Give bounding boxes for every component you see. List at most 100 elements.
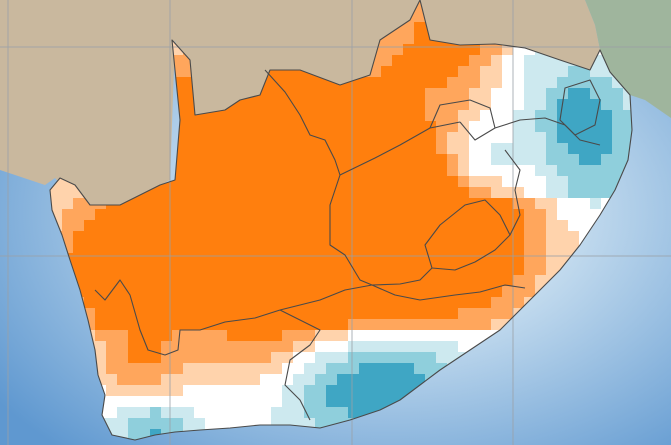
anomaly-cell (139, 374, 151, 386)
anomaly-cell (227, 352, 239, 364)
anomaly-cell (414, 44, 426, 56)
anomaly-cell (150, 407, 162, 419)
anomaly-cell (260, 165, 272, 177)
anomaly-cell (293, 242, 305, 254)
anomaly-cell (348, 407, 360, 419)
anomaly-cell (425, 286, 437, 298)
anomaly-cell (172, 77, 184, 89)
anomaly-cell (414, 374, 426, 386)
anomaly-cell (359, 143, 371, 155)
anomaly-cell (150, 187, 162, 199)
anomaly-cell (502, 165, 514, 177)
anomaly-cell (535, 154, 547, 166)
anomaly-cell (491, 187, 503, 199)
anomaly-cell (337, 407, 349, 419)
anomaly-cell (304, 363, 316, 375)
anomaly-cell (458, 286, 470, 298)
anomaly-cell (359, 220, 371, 232)
anomaly-cell (95, 209, 107, 221)
anomaly-cell (513, 275, 525, 287)
anomaly-cell (370, 242, 382, 254)
anomaly-cell (359, 99, 371, 111)
anomaly-cell (436, 110, 448, 122)
anomaly-cell (381, 99, 393, 111)
anomaly-cell (183, 253, 195, 265)
anomaly-cell (293, 407, 305, 419)
anomaly-cell (271, 374, 283, 386)
anomaly-cell (238, 286, 250, 298)
anomaly-cell (568, 132, 580, 144)
anomaly-cell (117, 264, 129, 276)
anomaly-cell (139, 396, 151, 408)
anomaly-cell (183, 242, 195, 254)
anomaly-cell (304, 220, 316, 232)
anomaly-cell (469, 297, 481, 309)
anomaly-cell (403, 77, 415, 89)
anomaly-cell (491, 66, 503, 78)
anomaly-cell (392, 363, 404, 375)
anomaly-cell (172, 308, 184, 320)
anomaly-cell (84, 275, 96, 287)
anomaly-cell (106, 330, 118, 342)
anomaly-cell (381, 275, 393, 287)
anomaly-cell (414, 286, 426, 298)
anomaly-cell (271, 220, 283, 232)
anomaly-cell (337, 143, 349, 155)
anomaly-cell (337, 187, 349, 199)
anomaly-cell (436, 264, 448, 276)
anomaly-cell (271, 253, 283, 265)
anomaly-cell (172, 209, 184, 221)
anomaly-cell (425, 297, 437, 309)
anomaly-cell (293, 66, 305, 78)
anomaly-cell (161, 308, 173, 320)
anomaly-cell (194, 275, 206, 287)
anomaly-cell (337, 132, 349, 144)
anomaly-cell (238, 352, 250, 364)
anomaly-cell (205, 385, 217, 397)
anomaly-cell (238, 99, 250, 111)
anomaly-cell (304, 242, 316, 254)
anomaly-cell (326, 286, 338, 298)
anomaly-cell (535, 143, 547, 155)
anomaly-cell (326, 341, 338, 353)
anomaly-cell (590, 99, 602, 111)
anomaly-cell (447, 66, 459, 78)
anomaly-cell (337, 198, 349, 210)
anomaly-cell (161, 352, 173, 364)
anomaly-cell (84, 209, 96, 221)
anomaly-cell (590, 132, 602, 144)
anomaly-cell (150, 220, 162, 232)
anomaly-cell (95, 264, 107, 276)
anomaly-cell (381, 176, 393, 188)
anomaly-cell (161, 231, 173, 243)
anomaly-cell (348, 253, 360, 265)
anomaly-cell (436, 187, 448, 199)
anomaly-cell (425, 165, 437, 177)
anomaly-cell (480, 242, 492, 254)
anomaly-cell (370, 385, 382, 397)
anomaly-cell (359, 242, 371, 254)
anomaly-cell (293, 253, 305, 265)
anomaly-cell (238, 198, 250, 210)
anomaly-cell (238, 308, 250, 320)
anomaly-cell (304, 330, 316, 342)
anomaly-cell (216, 341, 228, 353)
anomaly-cell (183, 363, 195, 375)
anomaly-cell (491, 297, 503, 309)
anomaly-cell (216, 264, 228, 276)
anomaly-cell (315, 275, 327, 287)
anomaly-cell (480, 110, 492, 122)
anomaly-cell (557, 66, 569, 78)
anomaly-cell (337, 99, 349, 111)
anomaly-cell (601, 110, 613, 122)
anomaly-cell (106, 231, 118, 243)
anomaly-cell (513, 286, 525, 298)
anomaly-cell (62, 231, 74, 243)
anomaly-cell (425, 143, 437, 155)
anomaly-cell (546, 209, 558, 221)
anomaly-cell (282, 66, 294, 78)
anomaly-cell (139, 231, 151, 243)
anomaly-cell (326, 132, 338, 144)
anomaly-cell (238, 407, 250, 419)
